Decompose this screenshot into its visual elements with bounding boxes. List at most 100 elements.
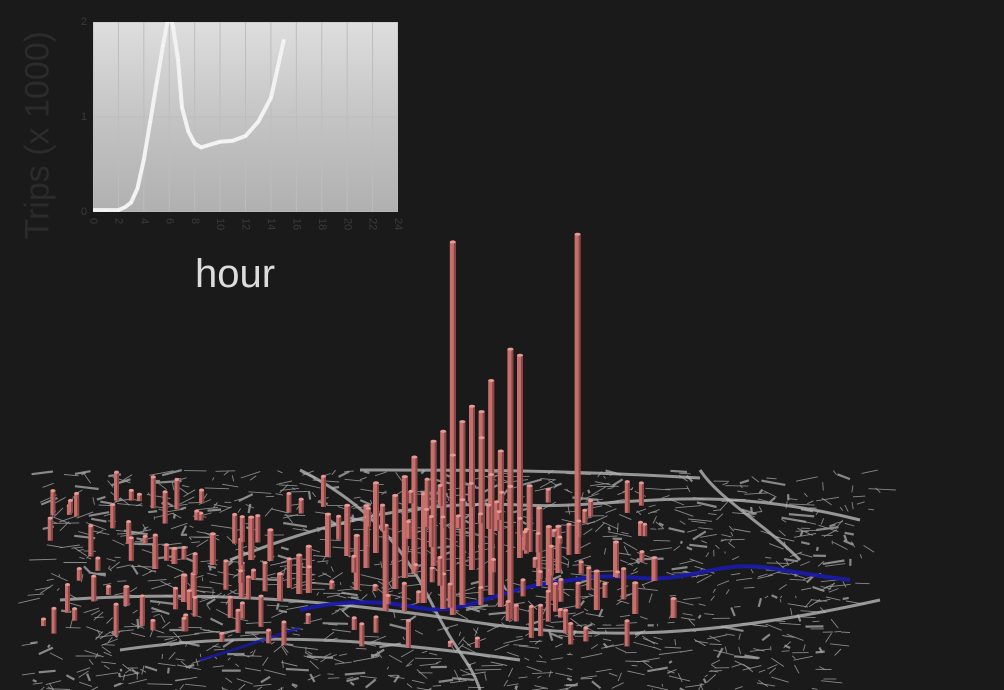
road-segment bbox=[170, 522, 188, 530]
road-segment bbox=[801, 587, 812, 591]
road-segment bbox=[473, 628, 478, 634]
trip-bar-top bbox=[488, 473, 495, 476]
inset-series-point bbox=[136, 187, 139, 190]
trip-bar bbox=[555, 524, 562, 573]
trip-bar-side bbox=[116, 604, 119, 636]
trip-bar-front bbox=[517, 355, 523, 558]
trip-bar-top bbox=[406, 519, 412, 523]
road-segment bbox=[585, 613, 604, 618]
trip-bar-top bbox=[372, 583, 378, 587]
road-segment bbox=[221, 686, 224, 690]
trip-bar-side bbox=[471, 483, 474, 508]
road-segment bbox=[204, 487, 230, 490]
road-segment bbox=[241, 653, 250, 658]
trip-bar-top bbox=[363, 504, 370, 508]
road-segment bbox=[406, 683, 413, 688]
trip-bar-top bbox=[91, 574, 97, 578]
trip-bar-side bbox=[75, 608, 78, 621]
trip-bar-front bbox=[336, 516, 342, 540]
road-segment bbox=[556, 687, 569, 690]
trip-bar-front bbox=[557, 609, 563, 618]
road-segment bbox=[540, 478, 556, 481]
trip-bar-front bbox=[142, 536, 148, 544]
trip-bar-side bbox=[453, 455, 456, 615]
trip-bar bbox=[128, 488, 134, 501]
trip-bar bbox=[401, 581, 407, 612]
road-segment bbox=[21, 672, 35, 676]
road-segment bbox=[194, 631, 221, 634]
trip-bar bbox=[235, 608, 241, 633]
trip-bar-top bbox=[517, 353, 523, 357]
trip-bar-side bbox=[540, 508, 543, 586]
road-segment bbox=[419, 663, 439, 667]
trip-bar-front bbox=[497, 451, 504, 607]
road-segment bbox=[572, 611, 584, 617]
road-segment bbox=[648, 504, 656, 508]
road-segment bbox=[449, 680, 467, 684]
trip-bar-top bbox=[306, 565, 312, 569]
road-segment bbox=[454, 595, 477, 600]
trip-bar bbox=[537, 570, 543, 579]
road-segment bbox=[793, 533, 817, 538]
road-segment bbox=[519, 478, 542, 487]
trip-bar-top bbox=[496, 510, 502, 514]
road-segment bbox=[346, 676, 354, 680]
road-segment bbox=[856, 501, 865, 505]
trip-bar bbox=[455, 514, 461, 529]
trip-bar-side bbox=[165, 491, 168, 524]
road-segment bbox=[207, 508, 222, 512]
road-segment bbox=[764, 595, 769, 599]
road-segment bbox=[18, 597, 41, 604]
road-segment bbox=[65, 674, 75, 681]
trip-bar-top bbox=[486, 503, 492, 507]
road-segment bbox=[743, 663, 754, 673]
road-segment bbox=[183, 489, 196, 497]
road-segment bbox=[730, 573, 741, 576]
road-segment bbox=[608, 672, 618, 677]
trip-bar-side bbox=[185, 575, 188, 584]
trip-bar-front bbox=[373, 616, 379, 633]
road-segment bbox=[388, 583, 393, 588]
road-segment bbox=[338, 470, 350, 478]
x-axis-label: hour bbox=[195, 252, 276, 296]
inset-series-point bbox=[149, 120, 151, 123]
trip-bar-side bbox=[571, 623, 574, 645]
road-segment bbox=[594, 522, 605, 533]
trip-bar bbox=[152, 533, 158, 566]
trip-bar-front bbox=[638, 522, 644, 536]
trip-bar-side bbox=[440, 485, 443, 507]
trip-bar bbox=[238, 569, 244, 584]
trip-bar-side bbox=[67, 584, 70, 613]
trip-bar bbox=[449, 453, 456, 615]
road-segment bbox=[567, 667, 573, 671]
trip-bar-side bbox=[117, 472, 120, 501]
trip-bar-front bbox=[447, 584, 453, 608]
trip-bar bbox=[477, 512, 483, 524]
road-segment bbox=[688, 618, 696, 627]
road-segment bbox=[280, 687, 283, 690]
road-segment bbox=[506, 651, 519, 657]
trip-bar bbox=[507, 484, 514, 619]
road-segment bbox=[687, 529, 698, 533]
road-segment bbox=[704, 674, 708, 678]
trip-bar-side bbox=[235, 514, 238, 544]
road-segment bbox=[34, 586, 51, 591]
road-segment bbox=[291, 683, 298, 688]
road-segment bbox=[360, 488, 374, 492]
road-segment bbox=[675, 505, 702, 509]
road-segment bbox=[322, 556, 326, 562]
road-segment bbox=[825, 583, 851, 588]
road-segment bbox=[346, 677, 360, 683]
trip-bar-top bbox=[513, 603, 519, 607]
road-segment bbox=[234, 655, 262, 657]
trip-bar-front bbox=[478, 437, 485, 582]
trip-bar-top bbox=[638, 481, 644, 485]
trip-bar-top bbox=[563, 608, 569, 612]
road-segment bbox=[118, 672, 121, 678]
trip-bar-front bbox=[128, 490, 134, 501]
road-segment bbox=[566, 677, 573, 682]
road-segment bbox=[249, 650, 254, 654]
road-segment bbox=[579, 492, 584, 502]
trip-bar-front bbox=[372, 585, 378, 592]
trip-bar-top bbox=[255, 514, 261, 518]
